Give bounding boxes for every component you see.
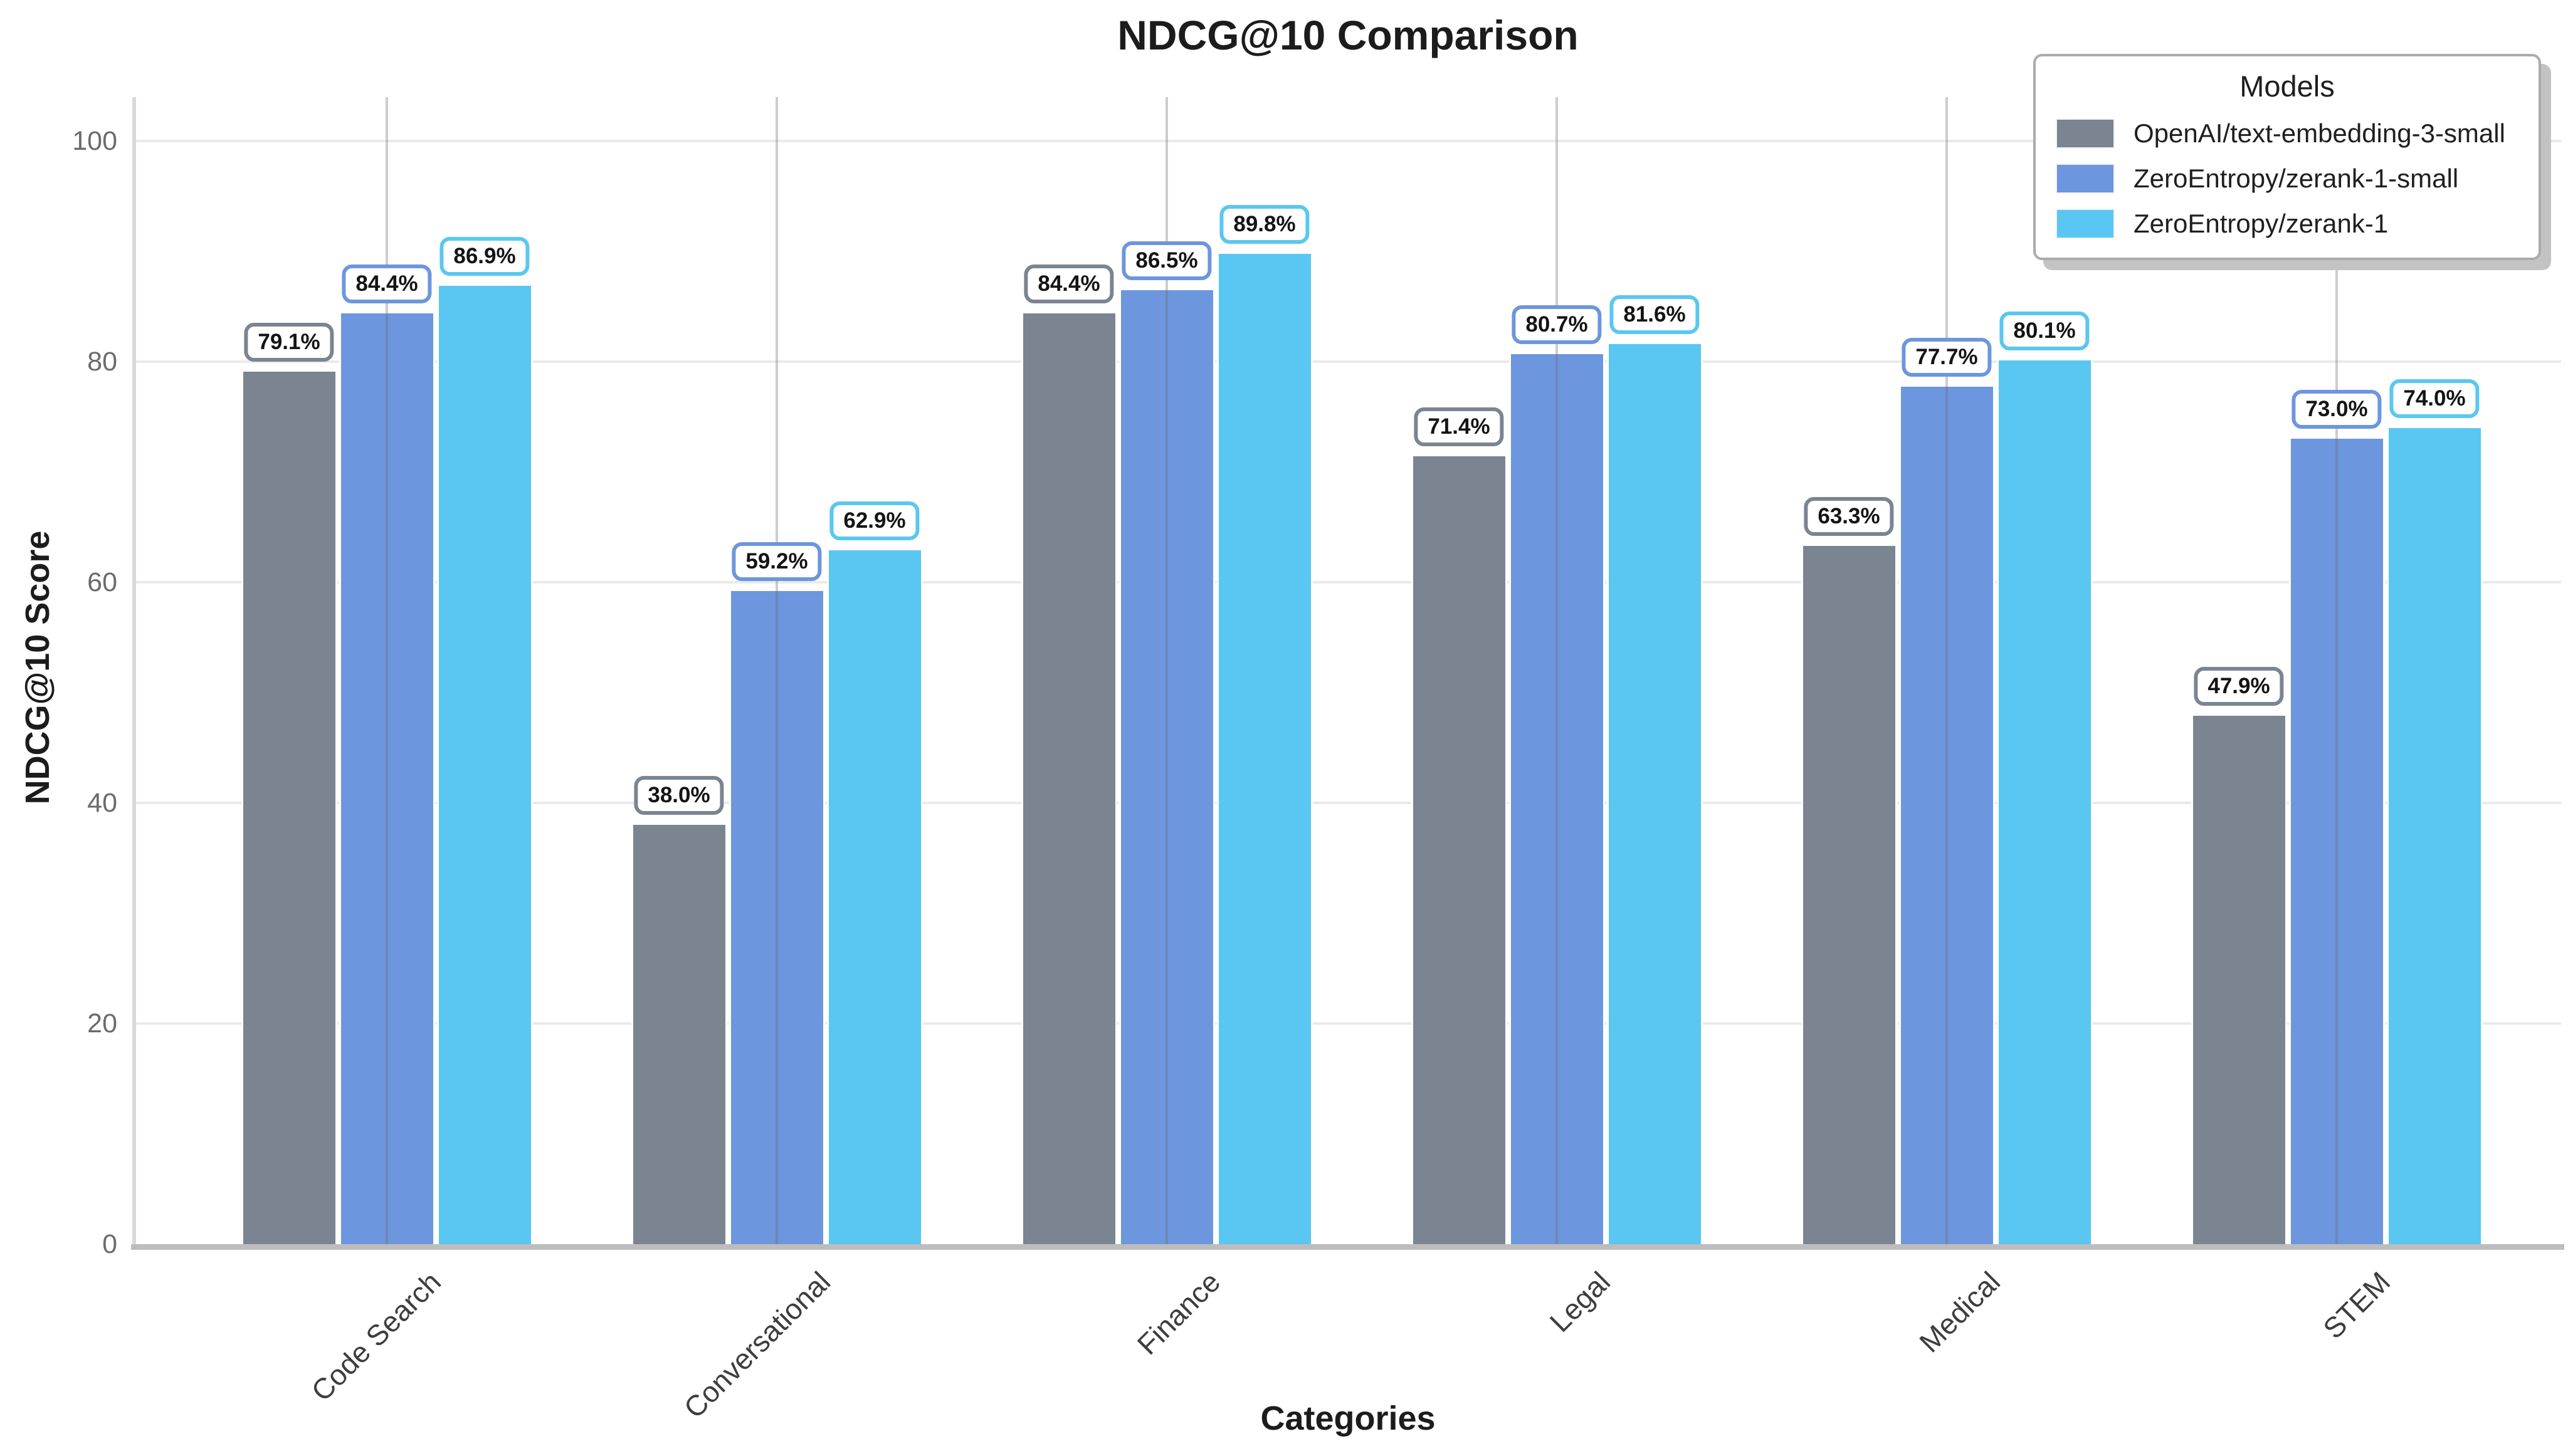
h-gridline <box>135 581 2561 584</box>
y-tick-label: 0 <box>102 1229 117 1259</box>
x-tick-label: STEM <box>2317 1265 2397 1345</box>
bar <box>1608 343 1701 1244</box>
bar <box>1510 354 1603 1244</box>
value-label: 84.4% <box>1024 264 1114 303</box>
bar <box>828 550 921 1244</box>
x-tick-label: Medical <box>1913 1265 2007 1359</box>
value-label: 86.5% <box>1122 241 1212 280</box>
legend-item-label: ZeroEntropy/zerank-1 <box>2134 209 2389 238</box>
legend-swatch <box>2057 120 2113 147</box>
y-tick-label: 80 <box>87 347 117 377</box>
bar <box>1998 360 2091 1244</box>
bar <box>438 285 531 1244</box>
h-gridline <box>135 802 2561 804</box>
value-label: 62.9% <box>829 501 920 540</box>
v-gridline <box>1166 97 1168 1244</box>
legend-item-label: OpenAI/text-embedding-3-small <box>2134 118 2505 148</box>
bar <box>633 825 725 1244</box>
y-axis-line <box>132 97 136 1249</box>
x-axis-line <box>131 1244 2564 1250</box>
bar <box>243 371 335 1244</box>
bar <box>1023 313 1115 1244</box>
legend-items: OpenAI/text-embedding-3-small ZeroEntropy… <box>2051 118 2523 239</box>
h-gridline <box>135 1022 2561 1025</box>
y-tick-label: 20 <box>87 1008 117 1039</box>
legend-swatch <box>2057 165 2113 192</box>
value-label: 73.0% <box>2292 390 2382 429</box>
v-gridline <box>1945 97 1948 1244</box>
h-gridline <box>135 360 2561 363</box>
bar <box>2290 439 2383 1244</box>
bar <box>1218 253 1311 1244</box>
plot-area: 79.1% 84.4% 86.9% 38.0% 59.2% 62.9% 84.4% 86.5%… <box>135 97 2561 1244</box>
value-label: 47.9% <box>2194 666 2284 706</box>
v-gridline <box>1555 97 1558 1244</box>
bar <box>1802 545 1895 1244</box>
legend-item: ZeroEntropy/zerank-1 <box>2051 209 2523 239</box>
bar <box>340 313 433 1244</box>
legend-item-label: ZeroEntropy/zerank-1-small <box>2134 164 2459 193</box>
bar <box>1413 456 1505 1244</box>
value-label: 38.0% <box>634 776 724 815</box>
bar <box>730 591 823 1244</box>
value-label: 63.3% <box>1804 496 1894 536</box>
value-label: 59.2% <box>732 542 822 582</box>
v-gridline <box>2335 97 2338 1244</box>
legend-title: Models <box>2239 70 2335 103</box>
x-tick-label: Legal <box>1544 1265 1617 1339</box>
value-label: 79.1% <box>244 322 334 362</box>
x-tick-label: Code Search <box>304 1265 447 1408</box>
v-gridline <box>776 97 778 1244</box>
value-label: 80.7% <box>1512 305 1602 344</box>
value-label: 89.8% <box>1219 204 1310 244</box>
value-label: 80.1% <box>1999 312 2090 351</box>
value-label: 81.6% <box>1609 295 1700 334</box>
v-gridline <box>386 97 388 1244</box>
legend-item: ZeroEntropy/zerank-1-small <box>2051 164 2523 194</box>
y-tick-label: 60 <box>87 567 117 597</box>
legend-swatch <box>2057 210 2113 238</box>
h-gridline <box>135 140 2561 142</box>
legend: Models OpenAI/text-embedding-3-small Zero… <box>2033 54 2541 260</box>
value-label: 71.4% <box>1414 407 1504 447</box>
chart-title: NDCG@10 Comparison <box>1117 12 1579 58</box>
bar <box>2192 715 2285 1244</box>
x-tick-label: Conversational <box>677 1265 837 1425</box>
bar <box>2388 427 2481 1244</box>
bar <box>1120 290 1213 1244</box>
value-label: 77.7% <box>1902 338 1992 377</box>
legend-item: OpenAI/text-embedding-3-small <box>2051 118 2523 149</box>
x-tick-label: Finance <box>1130 1265 1227 1361</box>
y-tick-label: 100 <box>72 126 117 156</box>
value-label: 84.4% <box>342 264 432 303</box>
bar <box>1900 387 1993 1244</box>
y-tick-label: 40 <box>87 788 117 818</box>
value-label: 74.0% <box>2389 379 2480 418</box>
value-label: 86.9% <box>439 236 530 276</box>
x-axis-label: Categories <box>1260 1400 1436 1437</box>
